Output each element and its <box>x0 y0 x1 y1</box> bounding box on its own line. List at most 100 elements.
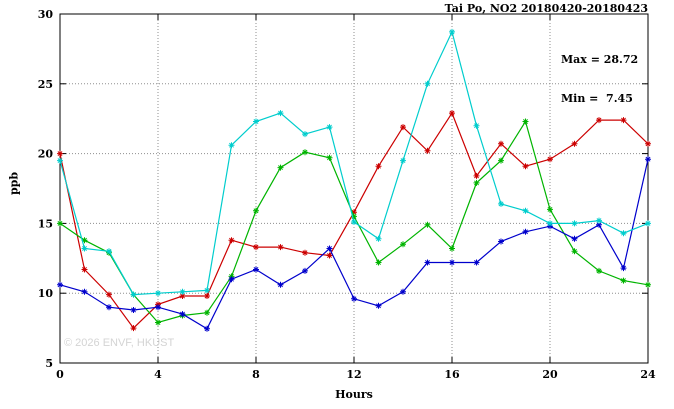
data-point-marker <box>596 221 602 228</box>
data-point-marker <box>326 154 333 161</box>
x-tick-label: 24 <box>640 368 656 381</box>
x-tick-label: 8 <box>252 368 260 381</box>
data-point-marker <box>400 157 406 164</box>
y-tick-label: 5 <box>45 357 53 370</box>
y-axis-label: ppb <box>7 171 21 196</box>
data-point-marker <box>302 149 308 156</box>
x-tick-label: 0 <box>56 368 64 381</box>
data-point-marker <box>326 124 333 131</box>
data-point-marker <box>106 248 112 255</box>
data-point-marker <box>130 307 137 313</box>
y-tick-label: 25 <box>38 78 53 91</box>
data-point-marker <box>326 245 333 252</box>
data-point-marker <box>596 217 602 224</box>
data-point-marker <box>547 206 553 213</box>
data-point-marker <box>81 266 88 273</box>
data-point-marker <box>155 290 161 297</box>
data-point-marker <box>645 281 651 288</box>
y-tick-label: 30 <box>38 8 54 21</box>
data-point-marker <box>498 200 504 207</box>
axis-ticks <box>59 13 649 364</box>
data-point-marker <box>473 172 480 179</box>
data-point-marker <box>449 28 455 35</box>
data-point-marker <box>522 118 529 125</box>
data-point-marker <box>204 287 210 294</box>
data-point-marker <box>620 117 627 124</box>
tick-labels: 0 4 8 12 16 20 24 5 10 15 20 25 30 <box>38 8 656 381</box>
data-point-marker <box>253 118 259 125</box>
data-point-marker <box>400 288 406 295</box>
y-tick-label: 10 <box>38 287 54 300</box>
data-point-marker <box>620 230 627 237</box>
data-point-marker <box>424 80 431 87</box>
data-point-marker <box>498 238 504 245</box>
data-point-marker <box>547 220 553 227</box>
data-point-marker <box>326 252 333 259</box>
data-point-marker <box>375 163 382 170</box>
data-point-marker <box>179 288 186 295</box>
x-tick-label: 4 <box>154 368 162 381</box>
data-point-marker <box>204 309 210 316</box>
series-blue-line <box>59 159 649 330</box>
data-point-marker <box>253 244 259 251</box>
data-point-marker <box>449 110 455 117</box>
data-point-marker <box>375 302 382 309</box>
data-point-marker <box>449 259 455 266</box>
data-point-marker <box>620 277 627 284</box>
data-point-marker <box>351 209 357 216</box>
data-point-marker <box>620 265 627 272</box>
data-point-marker <box>81 245 88 252</box>
data-point-marker <box>571 220 578 227</box>
data-point-marker <box>228 142 235 149</box>
data-point-marker <box>253 207 259 214</box>
series-blue-markers <box>57 156 651 332</box>
data-point-marker <box>547 156 553 163</box>
data-point-marker <box>424 221 431 228</box>
data-point-marker <box>351 213 357 220</box>
data-point-marker <box>498 140 504 147</box>
data-point-marker <box>351 295 357 302</box>
series-cyan <box>57 28 651 298</box>
data-point-marker <box>81 288 88 295</box>
data-point-marker <box>351 219 357 225</box>
data-point-marker <box>473 259 480 266</box>
y-tick-label: 15 <box>38 217 53 230</box>
min-value-label: Min = 7.45 <box>561 92 633 105</box>
data-point-marker <box>204 325 210 332</box>
data-point-marker <box>473 179 480 186</box>
data-point-marker <box>155 304 161 311</box>
data-point-marker <box>645 220 651 227</box>
y-tick-label: 20 <box>38 148 54 161</box>
data-point-marker <box>302 131 308 138</box>
data-point-marker <box>253 266 259 273</box>
data-point-marker <box>596 117 602 124</box>
data-point-marker <box>571 235 578 242</box>
data-point-marker <box>130 291 137 298</box>
data-point-marker <box>645 156 651 163</box>
data-point-marker <box>277 281 284 288</box>
x-tick-label: 20 <box>542 368 558 381</box>
data-point-marker <box>596 267 602 274</box>
data-point-marker <box>228 276 235 283</box>
data-point-marker <box>498 157 504 164</box>
data-point-marker <box>302 267 308 274</box>
data-point-marker <box>375 259 382 266</box>
x-axis-label: Hours <box>335 388 373 401</box>
data-point-marker <box>179 311 186 318</box>
data-point-marker <box>106 304 112 311</box>
chart-title: Tai Po, NO2 20180420-20180423 <box>444 2 648 15</box>
data-point-marker <box>277 244 284 251</box>
data-point-marker <box>449 245 455 252</box>
x-tick-label: 12 <box>346 368 361 381</box>
data-point-marker <box>375 235 382 242</box>
stats-annotation: Max = 28.72 Min = 7.45 <box>561 27 638 131</box>
series-cyan-markers <box>57 28 651 298</box>
max-value-label: Max = 28.72 <box>561 53 639 66</box>
data-point-marker <box>179 293 186 299</box>
data-point-marker <box>522 163 529 170</box>
data-point-marker <box>277 110 284 117</box>
data-point-marker <box>302 249 308 256</box>
data-point-marker <box>57 281 63 288</box>
series-red-markers <box>57 110 651 332</box>
